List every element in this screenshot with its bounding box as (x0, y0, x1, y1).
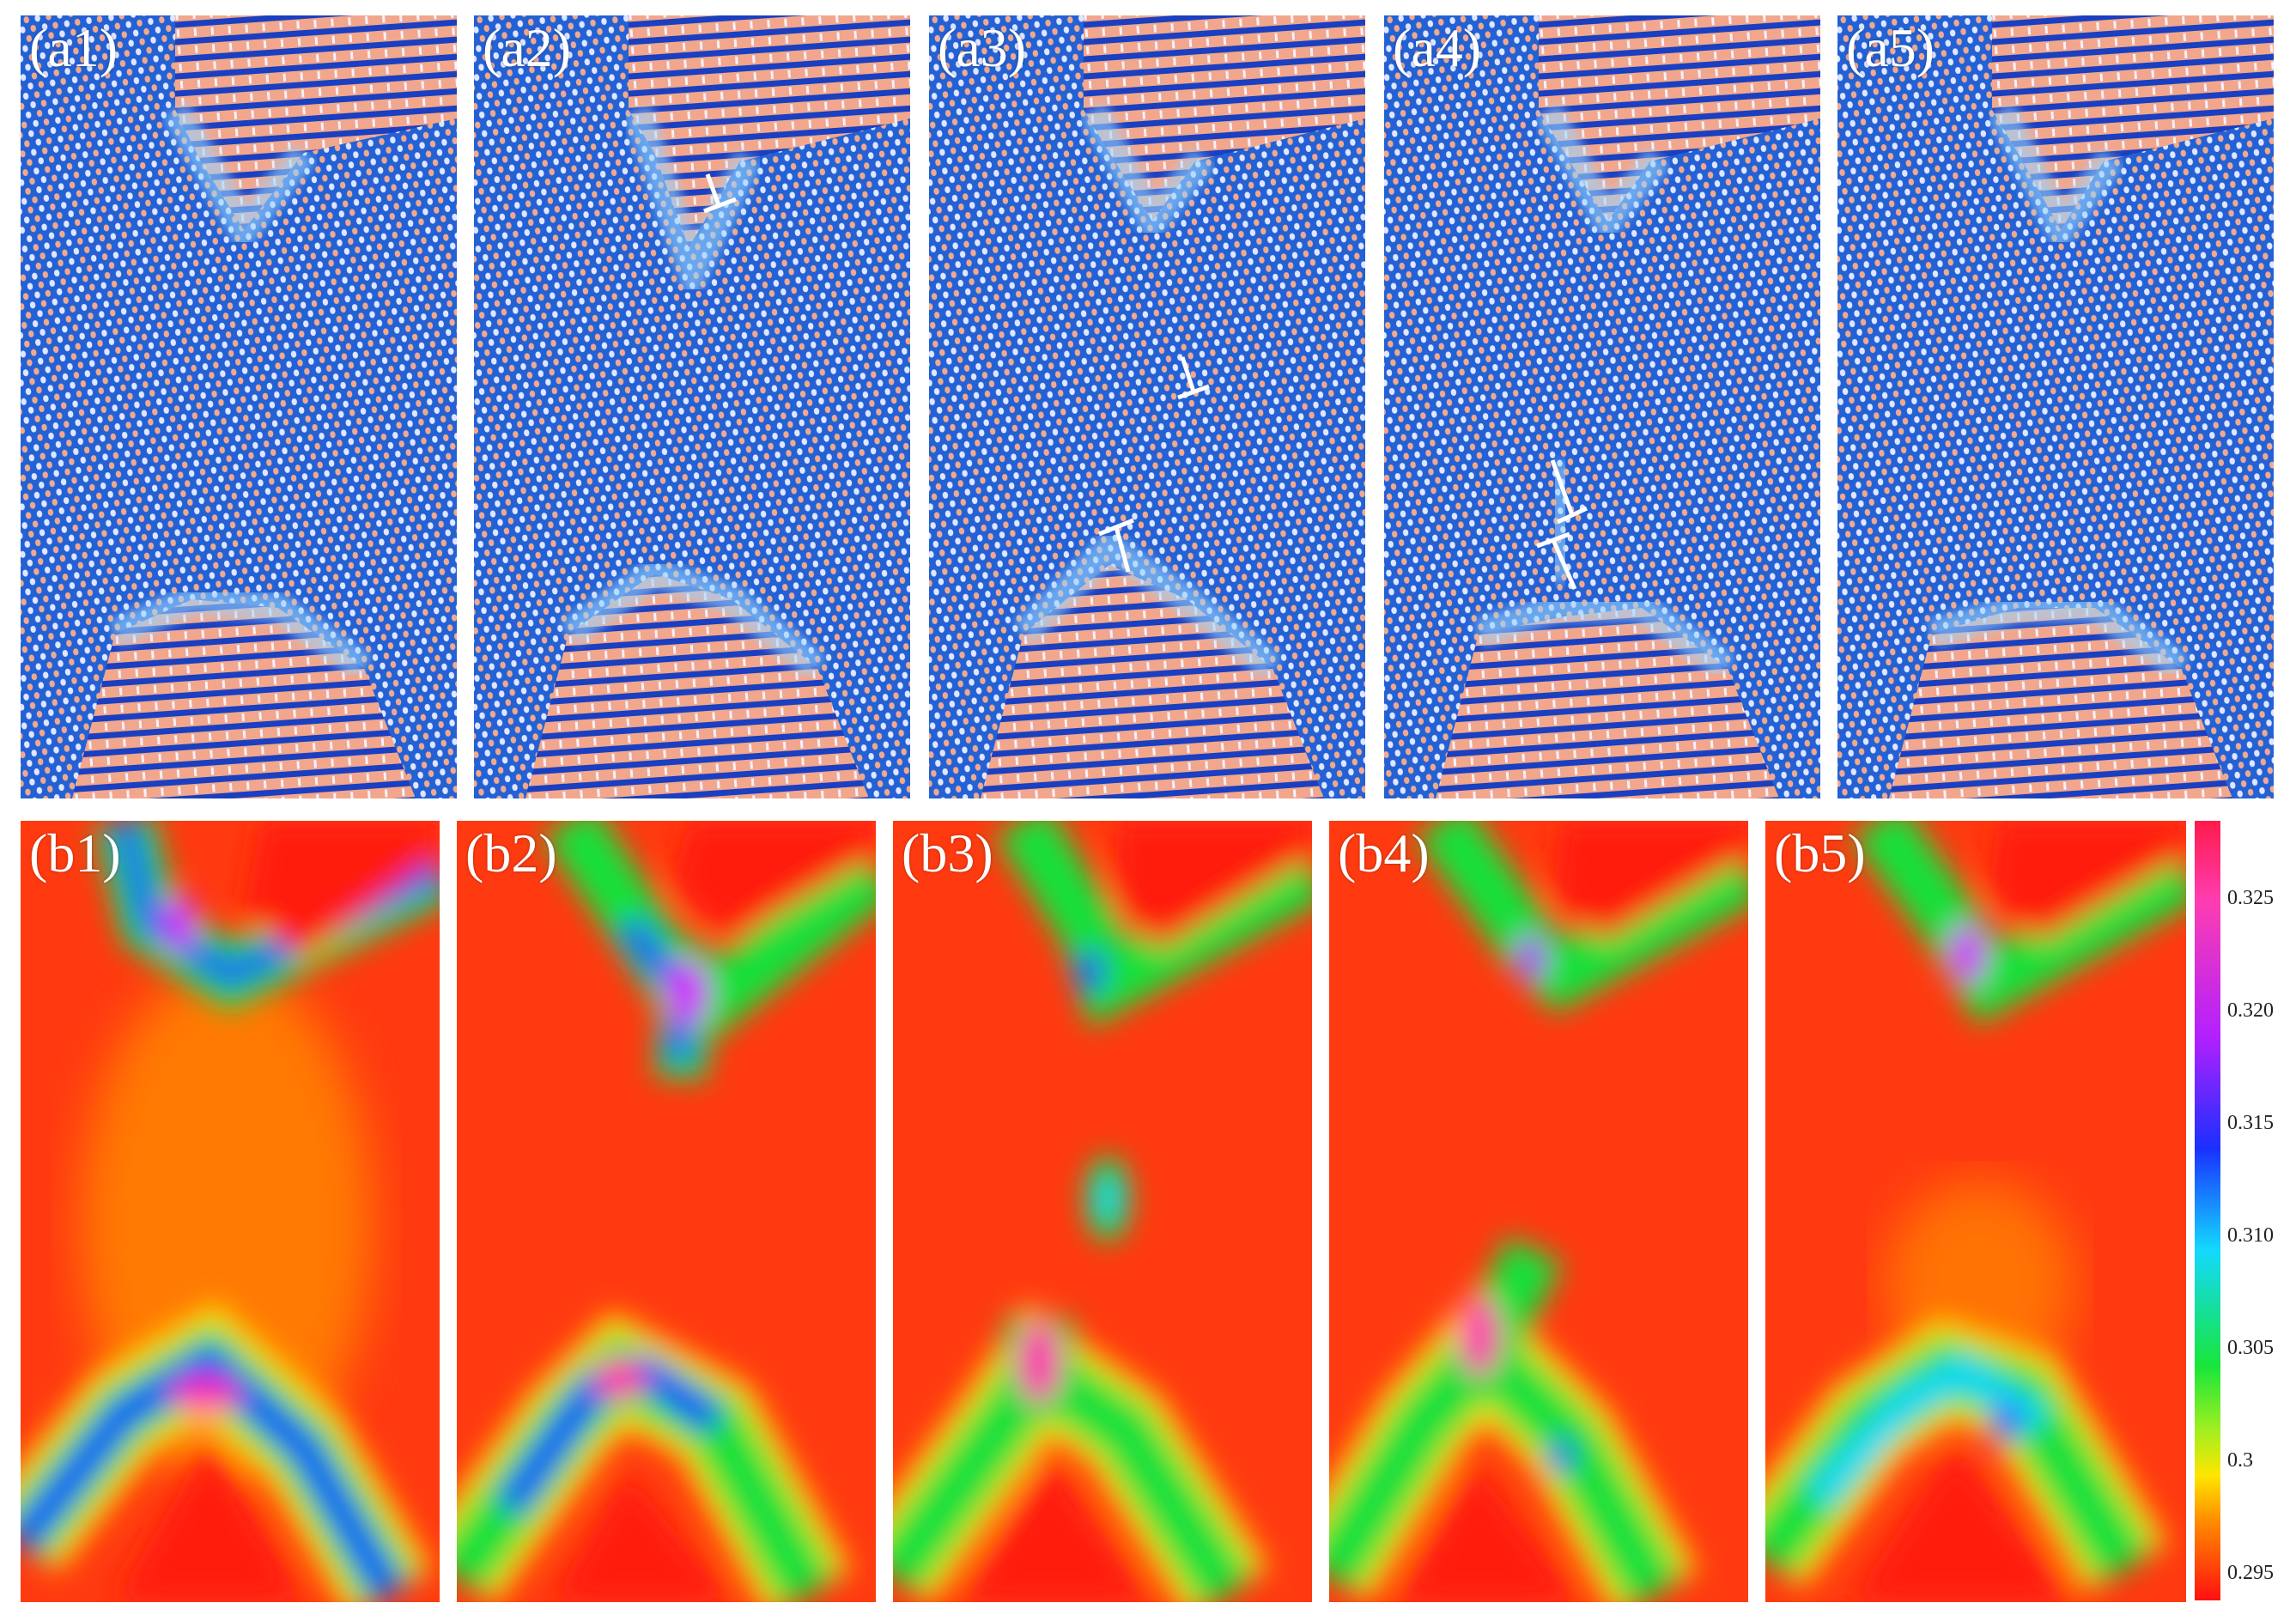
panel-label: (b4) (1338, 823, 1430, 883)
atomic-panel-a4: (a4) (1384, 15, 1820, 798)
dislocation-symbol (1536, 531, 1577, 591)
dislocation-symbol (1098, 518, 1134, 573)
atomic-panel-a5: (a5) (1837, 15, 2274, 798)
colorbar-tick: 0.325 (2227, 887, 2274, 909)
dislocation-symbol (1550, 459, 1588, 525)
panel-label: (b1) (29, 823, 121, 883)
contour-panel-b5: (b5) (1765, 821, 2186, 1602)
panel-label: (a1) (29, 17, 118, 78)
colorbar-gradient (2195, 821, 2220, 1600)
panel-label: (a4) (1393, 17, 1482, 78)
colorbar-tick: 0.295 (2227, 1562, 2274, 1584)
panel-label: (a3) (938, 17, 1027, 78)
contour-panel-b2: (b2) (457, 821, 876, 1602)
colorbar-tick: 0.3 (2227, 1449, 2253, 1472)
colorbar-tick: 0.305 (2227, 1337, 2274, 1359)
colorbar-tick: 0.310 (2227, 1224, 2274, 1247)
contour-panel-b1: (b1) (21, 821, 440, 1602)
panel-label: (a5) (1846, 17, 1935, 78)
atomic-panel-a3: (a3) (929, 15, 1365, 798)
colorbar-tick: 0.315 (2227, 1112, 2274, 1134)
panel-label: (b3) (902, 823, 993, 883)
atomic-panel-a2: (a2) (474, 15, 910, 798)
colorbar-tick: 0.320 (2227, 999, 2274, 1022)
panel-label: (a2) (483, 17, 572, 78)
contour-panel-b4: (b4) (1329, 821, 1748, 1602)
dislocation-symbol (1177, 356, 1210, 400)
panel-label: (b5) (1774, 823, 1866, 883)
atomic-panel-a1: (a1) (21, 15, 457, 798)
dislocation-symbol (703, 173, 737, 214)
contour-panel-b3: (b3) (893, 821, 1312, 1602)
panel-label: (b2) (465, 823, 557, 883)
colorbar: 0.325 0.320 0.315 0.310 0.305 0.3 0.295 (2195, 821, 2296, 1600)
